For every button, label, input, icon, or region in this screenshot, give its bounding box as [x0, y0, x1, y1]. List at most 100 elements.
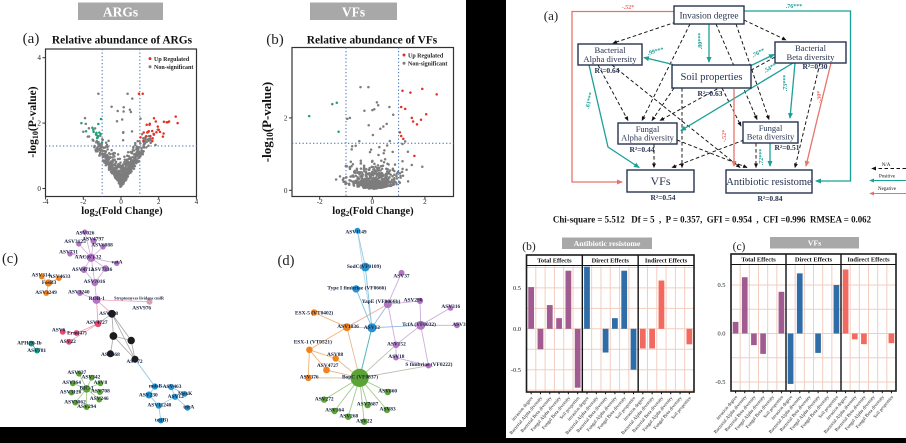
svg-text:R²=0.30: R²=0.30 [802, 62, 827, 71]
svg-text:Erm(47): Erm(47) [67, 330, 87, 337]
svg-text:R²=0.84: R²=0.84 [757, 194, 782, 203]
svg-text:Chi-square = 5.512 Df = 5 ,: Chi-square = 5.512 Df = 5 , P = 0.357, G… [553, 215, 872, 225]
svg-text:YapE (VF0066b): YapE (VF0066b) [362, 298, 401, 305]
svg-text:R²=0.63: R²=0.63 [697, 89, 722, 98]
svg-text:ASV272: ASV272 [315, 396, 334, 402]
svg-text:R²=0.44: R²=0.44 [629, 145, 654, 154]
svg-text:Direct Effects: Direct Effects [592, 258, 630, 265]
svg-text:.99***: .99*** [647, 47, 664, 57]
svg-text:FosB3: FosB3 [42, 280, 57, 286]
svg-text:.76**: .76** [751, 48, 766, 59]
svg-text:0.0: 0.0 [718, 331, 726, 338]
svg-text:Bacterial: Bacterial [795, 43, 827, 53]
svg-text:Fungal: Fungal [636, 124, 660, 134]
svg-text:ASV18: ASV18 [388, 354, 404, 360]
svg-text:ARGs: ARGs [103, 5, 138, 20]
svg-text:ASV290: ASV290 [404, 297, 423, 303]
svg-text:Alpha diversity: Alpha diversity [583, 54, 637, 64]
svg-text:(a): (a) [23, 31, 40, 47]
svg-text:S fimbriae (VF0222): S fimbriae (VF0222) [405, 361, 452, 368]
svg-text:Streptomyces lividans cmlR: Streptomyces lividans cmlR [114, 296, 165, 301]
svg-text:ASV3062: ASV3062 [64, 399, 86, 405]
svg-text:2: 2 [37, 120, 41, 128]
svg-text:MexK: MexK [178, 391, 193, 397]
svg-text:ASV4633: ASV4633 [49, 274, 71, 280]
svg-text:ROB-1: ROB-1 [89, 296, 105, 302]
svg-text:ESX-5 (VT0402): ESX-5 (VT0402) [295, 309, 333, 316]
svg-text:Up Regulated: Up Regulated [408, 53, 444, 59]
svg-text:ASV22: ASV22 [356, 418, 372, 424]
svg-text:ASV658: ASV658 [99, 311, 118, 317]
svg-text:ASV976: ASV976 [132, 306, 151, 312]
svg-text:-.52*: -.52* [622, 5, 635, 11]
svg-text:AAC(6')-32: AAC(6')-32 [75, 254, 102, 261]
svg-text:2: 2 [423, 198, 427, 206]
svg-text:ASV12: ASV12 [364, 325, 380, 331]
svg-text:ASV8: ASV8 [94, 380, 108, 386]
svg-text:4: 4 [195, 198, 199, 206]
svg-text:ASV3249: ASV3249 [35, 290, 57, 296]
svg-text:ASV3240: ASV3240 [68, 290, 90, 296]
svg-text:APH(9)-Ib: APH(9)-Ib [17, 340, 42, 347]
svg-text:-0.5: -0.5 [511, 367, 521, 374]
svg-text:ASV463: ASV463 [163, 384, 182, 390]
svg-text:-log10(P-value): -log10(P-value) [259, 82, 275, 163]
svg-text:(c): (c) [733, 241, 746, 253]
svg-text:Total Effects: Total Effects [741, 257, 776, 264]
svg-text:-0.5: -0.5 [715, 379, 725, 386]
svg-text:Positive: Positive [879, 175, 896, 180]
svg-text:tnrA: tnrA [183, 405, 194, 411]
svg-text:-log10(P-value): -log10(P-value) [27, 86, 40, 157]
svg-text:BIC-1: BIC-1 [80, 386, 94, 392]
svg-text:ASV152: ASV152 [387, 341, 406, 347]
svg-text:BopC (VF0837): BopC (VF0837) [342, 374, 378, 381]
svg-text:ASV6: ASV6 [52, 328, 66, 334]
svg-text:Up Regulated: Up Regulated [154, 57, 190, 63]
svg-text:0.5: 0.5 [718, 282, 726, 289]
svg-text:.73***: .73*** [783, 75, 789, 92]
svg-text:Direct Effects: Direct Effects [795, 257, 833, 264]
svg-text:ASV026: ASV026 [76, 231, 95, 237]
svg-text:-2: -2 [80, 198, 86, 206]
svg-text:ASV12: ASV12 [168, 394, 184, 400]
svg-text:Non-significant: Non-significant [154, 65, 193, 71]
svg-text:(b): (b) [522, 241, 536, 253]
svg-text:ASV22: ASV22 [60, 339, 76, 345]
svg-text:.76***: .76*** [786, 4, 803, 10]
svg-text:(a): (a) [544, 8, 558, 23]
svg-text:log2(Fold Change): log2(Fold Change) [332, 206, 414, 218]
svg-text:ASV3126: ASV3126 [60, 389, 82, 395]
svg-text:Indirect Effects: Indirect Effects [847, 257, 890, 264]
svg-text:Indirect Effects: Indirect Effects [645, 258, 688, 265]
svg-text:ASV4797: ASV4797 [82, 237, 104, 243]
svg-text:vatA: vatA [111, 260, 122, 266]
svg-text:Alpha diversity: Alpha diversity [621, 133, 674, 143]
svg-text:R²=0.54: R²=0.54 [650, 193, 675, 202]
svg-text:ASV7016: ASV7016 [84, 279, 106, 285]
svg-text:ASV364: ASV364 [325, 408, 344, 414]
svg-text:ASV637: ASV637 [67, 370, 86, 376]
svg-text:ASV860: ASV860 [378, 389, 397, 395]
svg-text:-4: -4 [43, 198, 49, 206]
svg-text:VFs: VFs [650, 174, 670, 188]
svg-text:0: 0 [371, 198, 375, 206]
svg-text:ASV376: ASV376 [300, 375, 319, 381]
svg-text:-2: -2 [317, 198, 323, 206]
svg-text:Relative abundance of VFs: Relative abundance of VFs [307, 35, 438, 47]
svg-text:ASV781: ASV781 [27, 348, 46, 354]
svg-text:ASV230: ASV230 [139, 393, 158, 399]
svg-text:ASV316: ASV316 [441, 304, 460, 310]
svg-text:ASV731: ASV731 [59, 250, 78, 256]
svg-text:Beta diversity: Beta diversity [747, 132, 795, 142]
svg-text:ASV37: ASV37 [393, 274, 409, 280]
svg-text:ASV3: ASV3 [452, 322, 466, 328]
svg-text:2: 2 [157, 198, 161, 206]
svg-text:0: 0 [37, 185, 41, 193]
svg-text:ASV3125: ASV3125 [64, 239, 86, 245]
svg-text:.80***: .80*** [698, 33, 704, 50]
svg-text:TcfA (VF0032): TcfA (VF0032) [402, 321, 436, 328]
svg-text:ASV708: ASV708 [91, 389, 110, 395]
svg-text:ASV88: ASV88 [327, 352, 343, 358]
svg-text:ASV11240: ASV11240 [147, 402, 171, 408]
svg-text:ASV7687: ASV7687 [357, 402, 379, 408]
